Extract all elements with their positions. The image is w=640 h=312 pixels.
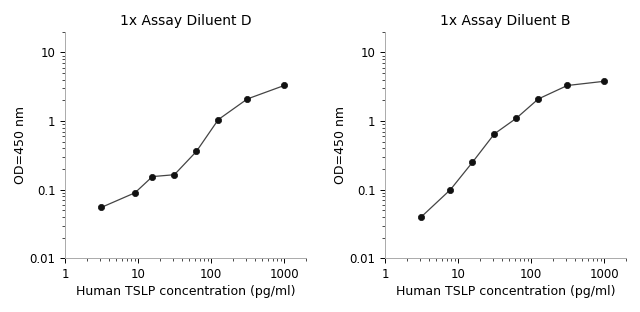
Title: 1x Assay Diluent D: 1x Assay Diluent D: [120, 14, 252, 28]
Title: 1x Assay Diluent B: 1x Assay Diluent B: [440, 14, 571, 28]
Y-axis label: OD=450 nm: OD=450 nm: [14, 106, 27, 184]
X-axis label: Human TSLP concentration (pg/ml): Human TSLP concentration (pg/ml): [76, 285, 296, 298]
X-axis label: Human TSLP concentration (pg/ml): Human TSLP concentration (pg/ml): [396, 285, 616, 298]
Y-axis label: OD=450 nm: OD=450 nm: [334, 106, 347, 184]
